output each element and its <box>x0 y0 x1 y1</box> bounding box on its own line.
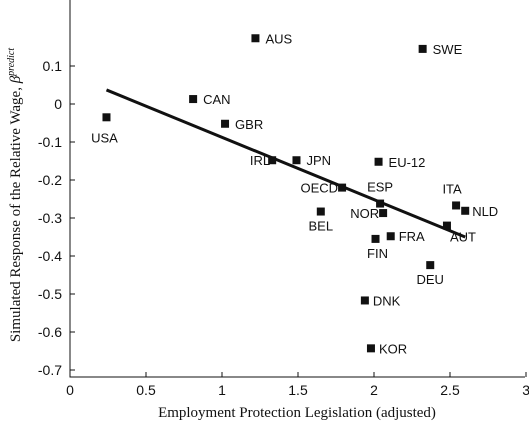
y-tick-label: 0.1 <box>43 58 63 74</box>
point-label-aus: AUS <box>265 31 292 46</box>
data-point-bel <box>316 207 325 216</box>
x-tick-label: 0.5 <box>136 382 156 398</box>
data-points: AUS SWE USA CAN GBR IRL JPN EU-12 OECD ESP BEL NOR I… <box>91 31 498 356</box>
y-tick-label: -0.4 <box>38 248 62 264</box>
x-tick-label: 1.5 <box>288 382 308 398</box>
data-point-jpn <box>292 156 301 165</box>
point-label-fin: FIN <box>367 246 388 261</box>
regression-line <box>105 88 466 239</box>
point-label-fra: FRA <box>399 229 425 244</box>
regression-line-group <box>105 88 466 239</box>
data-point-eu-12 <box>374 157 383 166</box>
data-point-fin <box>371 234 380 243</box>
point-label-eu-12: EU-12 <box>389 155 426 170</box>
point-label-jpn: JPN <box>306 153 331 168</box>
point-label-swe: SWE <box>433 42 463 57</box>
point-label-dnk: DNK <box>373 293 401 308</box>
point-label-ita: ITA <box>442 181 462 196</box>
y-tick-label: -0.1 <box>38 134 62 150</box>
data-point-nld <box>461 206 470 215</box>
point-label-aut: AUT <box>450 230 476 245</box>
y-axis-title-text: Simulated Response of the Relative Wage, <box>8 87 24 342</box>
x-axis-title: Employment Protection Legislation (adjus… <box>158 405 436 421</box>
point-label-irl: IRL <box>250 153 270 168</box>
x-tick-label: 2.5 <box>440 382 460 398</box>
point-label-usa: USA <box>91 130 118 145</box>
data-point-irl <box>268 156 277 165</box>
data-point-kor <box>366 344 375 353</box>
point-label-bel: BEL <box>309 219 334 234</box>
data-point-ita <box>452 201 461 210</box>
point-label-deu: DEU <box>417 272 444 287</box>
point-label-nld: NLD <box>472 204 498 219</box>
y-tick-label: -0.2 <box>38 172 62 188</box>
data-point-aut <box>442 221 451 230</box>
y-tick-label: -0.6 <box>38 324 62 340</box>
data-point-deu <box>426 261 435 270</box>
data-point-dnk <box>360 296 369 305</box>
data-point-swe <box>418 44 427 53</box>
data-point-fra <box>386 232 395 241</box>
x-tick-label: 3 <box>522 382 529 398</box>
x-tick-label: 2 <box>370 382 378 398</box>
data-point-oecd <box>338 183 347 192</box>
y-axis-title-superscript: predict <box>6 48 17 77</box>
data-point-nor <box>379 209 388 218</box>
x-axis-ticks: 0 0.5 1 1.5 2 2.5 3 <box>66 372 529 398</box>
y-axis-ticks: 0.1 0 -0.1 -0.2 -0.3 -0.4 -0.5 -0.6 -0.7 <box>38 58 75 378</box>
point-label-esp: ESP <box>367 180 393 195</box>
data-point-can <box>189 95 198 104</box>
y-axis-title-symbol: β <box>8 75 24 84</box>
y-tick-label: -0.3 <box>38 210 62 226</box>
point-label-gbr: GBR <box>235 117 263 132</box>
x-tick-label: 0 <box>66 382 74 398</box>
y-tick-label: -0.5 <box>38 286 62 302</box>
point-label-oecd: OECD <box>301 181 339 196</box>
point-label-kor: KOR <box>379 341 407 356</box>
x-tick-label: 1 <box>218 382 226 398</box>
y-tick-label: 0 <box>54 96 62 112</box>
point-label-can: CAN <box>203 92 230 107</box>
data-point-aus <box>251 34 260 43</box>
data-point-esp <box>376 199 385 208</box>
data-point-usa <box>102 113 111 122</box>
point-label-nor: NOR <box>350 206 379 221</box>
y-axis-title: Simulated Response of the Relative Wage,… <box>6 48 24 343</box>
y-tick-label: -0.7 <box>38 362 62 378</box>
data-point-gbr <box>221 119 230 128</box>
